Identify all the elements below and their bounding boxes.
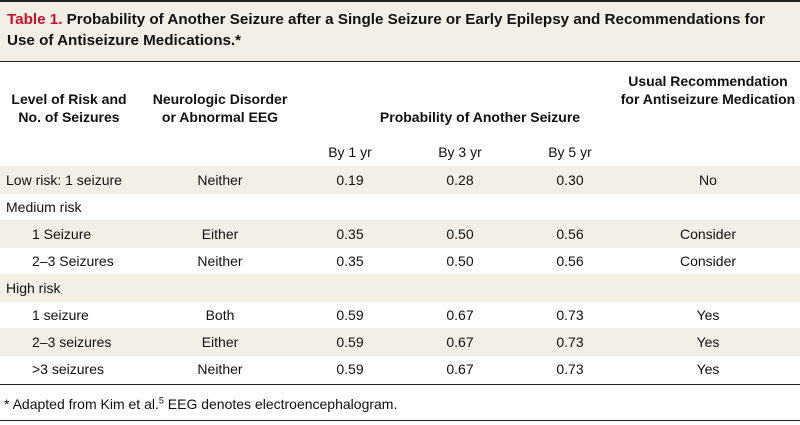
row-disorder: Neither: [197, 361, 243, 377]
row-p3: 0.50: [446, 226, 474, 242]
footnote-text: Adapted from Kim et al.: [9, 396, 159, 412]
row-p5: 0.56: [556, 253, 584, 269]
row-band: [0, 220, 800, 248]
row-recommendation: Yes: [696, 307, 720, 323]
subheader-5yr: By 5 yr: [548, 144, 592, 160]
row-disorder: Either: [201, 226, 239, 242]
row-recommendation: Consider: [679, 253, 737, 269]
row-label: 1 Seizure: [32, 226, 92, 242]
table-title: Table 1. Probability of Another Seizure …: [7, 9, 787, 51]
row-recommendation: No: [699, 172, 717, 188]
footnote-text-2: EEG denotes electroencephalogram.: [163, 396, 398, 412]
footnote-mark: *: [4, 396, 10, 412]
row-recommendation: Consider: [679, 226, 737, 242]
row-p5: 0.73: [556, 334, 584, 350]
subheader-1yr: By 1 yr: [328, 144, 372, 160]
row-disorder: Both: [205, 307, 235, 323]
row-band: [0, 328, 800, 356]
table-footnote: * Adapted from Kim et al.5 EEG denotes e…: [4, 396, 397, 412]
row-p1: 0.35: [336, 253, 364, 269]
row-disorder: Neither: [197, 172, 243, 188]
row-label: 1 seizure: [32, 307, 89, 323]
row-p1: 0.35: [336, 226, 364, 242]
group-label: Medium risk: [6, 199, 82, 215]
table-title-bar: Table 1. Probability of Another Seizure …: [0, 0, 800, 62]
group-label: High risk: [6, 280, 61, 296]
row-p3: 0.67: [446, 307, 474, 323]
table-title-text: Probability of Another Seizure after a S…: [7, 11, 765, 49]
row-p3: 0.50: [446, 253, 474, 269]
footnote-reference: 5: [158, 395, 164, 406]
row-disorder: Neither: [197, 253, 243, 269]
row-band: [0, 274, 800, 302]
row-p1: 0.59: [336, 307, 364, 323]
row-p3: 0.67: [446, 361, 474, 377]
title-footnote-mark: *: [235, 32, 242, 49]
row-p5: 0.73: [556, 307, 584, 323]
row-disorder: Either: [201, 334, 239, 350]
table-number: Table 1.: [7, 11, 63, 28]
row-label: 2–3 seizures: [32, 334, 112, 350]
subheader-3yr: By 3 yr: [438, 144, 482, 160]
row-p1: 0.19: [336, 172, 364, 188]
row-label: Low risk: 1 seizure: [6, 172, 122, 188]
row-p1: 0.59: [336, 361, 364, 377]
header-probability: Probability of Another Seizure: [379, 109, 581, 125]
figure-bottom-rule: [0, 420, 800, 421]
header-risk: Level of Risk and No. of Seizures: [11, 91, 127, 125]
row-band: [0, 166, 800, 194]
table-bottom-rule: [0, 384, 800, 385]
row-p5: 0.56: [556, 226, 584, 242]
row-p1: 0.59: [336, 334, 364, 350]
row-recommendation: Yes: [696, 334, 720, 350]
header-disorder: Neurologic Disorder or Abnormal EEG: [152, 91, 288, 125]
row-label: >3 seizures: [32, 361, 104, 377]
row-label: 2–3 Seizures: [32, 253, 114, 269]
row-p3: 0.67: [446, 334, 474, 350]
row-p3: 0.28: [446, 172, 474, 188]
header-recommendation: Usual Recommendation for Antiseizure Med…: [620, 73, 796, 107]
row-p5: 0.30: [556, 172, 584, 188]
row-p5: 0.73: [556, 361, 584, 377]
row-recommendation: Yes: [696, 361, 720, 377]
